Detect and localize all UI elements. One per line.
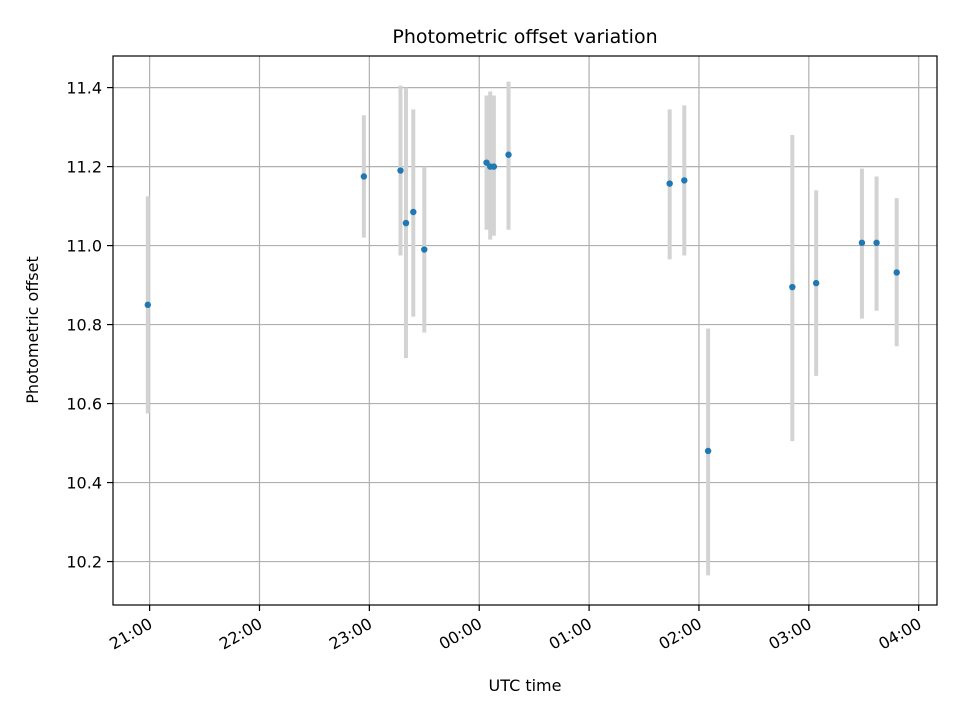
chart-title: Photometric offset variation	[392, 26, 657, 48]
y-tick-label: 10.8	[66, 316, 102, 335]
grid	[113, 56, 937, 605]
y-tick-label: 11.4	[66, 79, 102, 98]
y-tick-label: 10.4	[66, 474, 102, 493]
data-point	[421, 246, 428, 253]
data-point	[873, 239, 880, 247]
data-point	[858, 239, 866, 247]
data-point	[397, 167, 404, 174]
data-points	[144, 151, 900, 455]
data-point	[812, 279, 820, 287]
y-tick-label: 11.0	[66, 237, 102, 256]
data-point	[360, 173, 368, 180]
x-axis-title: UTC time	[489, 676, 562, 695]
y-axis-title: Photometric offset	[23, 256, 42, 404]
y-tick-label: 10.2	[66, 553, 102, 572]
y-axis-ticks: 10.2 10.4 10.6 10.8 11.0 11.2 11.4	[66, 79, 113, 572]
data-point	[789, 283, 796, 291]
data-point	[402, 219, 410, 227]
data-point	[893, 269, 900, 276]
plot-frame	[112, 55, 938, 606]
data-point	[666, 180, 673, 187]
data-point	[681, 177, 688, 184]
data-point	[410, 208, 417, 216]
data-point	[505, 151, 512, 158]
y-tick-label: 10.6	[66, 395, 102, 414]
y-tick-label: 11.2	[66, 158, 102, 177]
data-point	[704, 447, 712, 455]
data-point	[144, 301, 151, 309]
data-point	[490, 163, 498, 170]
